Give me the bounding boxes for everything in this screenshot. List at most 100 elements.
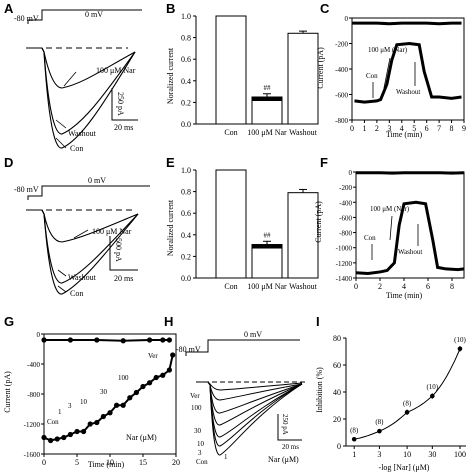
y-tick-label: 0.2 xyxy=(181,252,191,261)
trace-label-1: 1 xyxy=(224,453,228,461)
y-tick-label: 0.0 xyxy=(181,274,191,283)
y-ticks: 0.0 0.2 0.4 0.6 0.8 1.0 xyxy=(181,166,196,283)
scale-bar xyxy=(277,414,302,441)
y-tick-label: 80 xyxy=(333,334,341,343)
x-axis-label: Time (min) xyxy=(386,130,423,139)
n-label: (8) xyxy=(403,399,412,407)
x-tick-label: 1 xyxy=(352,450,356,459)
bar xyxy=(251,96,283,125)
x-tick-label: 100 μM Nar xyxy=(247,282,287,291)
y-tick-label: -600 xyxy=(335,92,348,100)
trace-nar xyxy=(30,47,136,89)
annotation-con: Con xyxy=(364,234,376,242)
panel-a-label: A xyxy=(4,1,14,16)
data-point xyxy=(41,434,47,441)
y-tick-label: 0.8 xyxy=(181,188,191,197)
y-tick-label: -1000 xyxy=(336,245,353,253)
fit-curve xyxy=(354,348,461,440)
y-tick-label: 0 xyxy=(345,15,349,23)
panel-g: G Current (pA) Time (min) 0 5 10 15 20 0 -400 -… xyxy=(3,314,180,469)
voltage-protocol xyxy=(27,185,150,200)
y-tick-label: 20 xyxy=(333,415,341,424)
annotation-nar: 100 μM (Nar) xyxy=(368,46,408,54)
annotation-washout: Washout xyxy=(398,248,422,256)
y-tick-label: 60 xyxy=(333,361,341,370)
trace-label-nar: 100 μM Nar xyxy=(96,66,136,75)
x-tick-label: 10 xyxy=(106,458,114,467)
axis-ticks: 0 2 4 6 8 0 -200 -400 -600 -800 -1000 -1200 -1400 xyxy=(336,169,454,291)
data-point xyxy=(67,337,73,343)
y-tick-label: 1.0 xyxy=(181,12,191,21)
y-tick-label: 40 xyxy=(333,388,341,397)
arrow-washout xyxy=(57,269,67,277)
x-tick-label: Con xyxy=(224,128,237,137)
x-tick-label: 10 xyxy=(403,450,411,459)
y-tick-label: 0.0 xyxy=(181,120,191,129)
y-tick-label: 0.8 xyxy=(181,34,191,43)
bar-top xyxy=(252,244,282,249)
panel-d-label: D xyxy=(4,155,13,170)
x-tick-label: 0 xyxy=(350,124,354,133)
panel-i-label: I xyxy=(316,314,320,329)
plot-frame xyxy=(355,171,465,279)
y-tick-label: -1200 xyxy=(336,260,353,268)
trace-label-con: Con xyxy=(196,458,208,466)
annotation-100: 100 xyxy=(118,374,129,382)
x-tick-label: 4 xyxy=(400,124,404,133)
x-tick-label: Washout xyxy=(289,128,318,137)
x-tick-label: 100 μM Nar xyxy=(247,128,287,137)
arrow-nar xyxy=(383,57,391,89)
bars: Con ## 100 μM Nar Washout xyxy=(215,15,319,137)
scale-bar xyxy=(109,236,138,271)
trace-ver xyxy=(196,381,303,391)
step-voltage-label: 0 mV xyxy=(88,176,106,185)
step-voltage-label: 0 mV xyxy=(244,330,262,339)
x-tick-label: 3 xyxy=(387,124,391,133)
data-point xyxy=(74,428,80,435)
arrow-con xyxy=(57,285,67,293)
y-axis-label: Current (pA) xyxy=(3,371,12,413)
annotation-con: Con xyxy=(47,418,59,426)
y-tick-label: -400 xyxy=(339,199,352,207)
scale-y-label: 500 pA xyxy=(114,238,123,262)
x-tick-label: Con xyxy=(224,282,237,291)
arrow-washout xyxy=(55,119,67,129)
y-tick-label: 1.0 xyxy=(181,166,191,175)
data-point xyxy=(351,436,357,442)
voltage-protocol xyxy=(27,9,142,24)
annotation-washout: Washout xyxy=(396,88,420,96)
x-tick-label: 3 xyxy=(377,450,381,459)
trace-label-ver: Ver xyxy=(190,392,200,400)
data-point xyxy=(120,402,126,408)
data-point xyxy=(160,372,166,378)
series-line xyxy=(352,21,462,26)
y-tick-label: 0.6 xyxy=(181,55,191,64)
trace-30 xyxy=(196,381,303,414)
bar xyxy=(215,15,247,125)
y-ticks: 0.0 0.2 0.4 0.6 0.8 1.0 xyxy=(181,12,196,129)
bar xyxy=(251,244,283,279)
y-tick-label: -400 xyxy=(27,361,40,369)
y-axis-label: Noralized current xyxy=(166,199,175,256)
hold-voltage-label: -80 mV xyxy=(176,345,201,354)
x-axis-label: -log [Nar] (μM) xyxy=(379,463,430,472)
plot-frame xyxy=(351,17,465,121)
data-point xyxy=(133,389,139,396)
annotation-30: 30 xyxy=(100,388,108,396)
y-tick-label: 0.6 xyxy=(181,209,191,218)
annotation-1: 1 xyxy=(58,408,62,416)
panel-b: B Noralized current 0.0 0.2 0.4 0.6 0.8 1.0 C… xyxy=(166,1,319,137)
scale-bar xyxy=(111,88,138,121)
panel-i: I Inhibition (%) -log [Nar] (μM) 1 3 10 30 1… xyxy=(315,314,466,472)
data-point xyxy=(160,337,166,343)
annotation-nar: Nar (μM) xyxy=(126,433,157,442)
trace-label-washout: Washout xyxy=(68,273,97,282)
trace-label-3: 3 xyxy=(198,449,202,457)
scale-x-label: 20 ms xyxy=(282,443,299,451)
trace-label-washout: Washout xyxy=(68,129,97,138)
data-point xyxy=(87,421,93,427)
n-label: (8) xyxy=(375,418,384,426)
arrow-nar xyxy=(63,71,77,87)
data-point xyxy=(153,374,159,381)
data-point xyxy=(54,436,60,442)
